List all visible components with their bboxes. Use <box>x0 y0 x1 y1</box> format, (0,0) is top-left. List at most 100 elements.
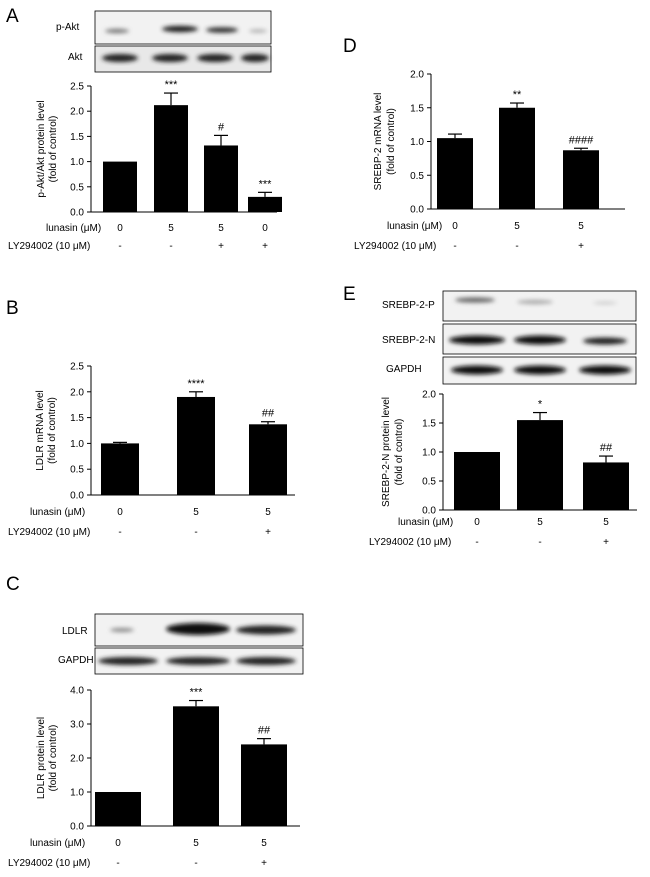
y-tick-label: 1.0 <box>70 788 84 799</box>
blot-label-gapdh-c: GAPDH <box>58 655 94 666</box>
y-tick-label: 2.0 <box>70 107 84 118</box>
blot-bands-gapdh-c <box>98 657 296 665</box>
lunasin-value: 5 <box>168 223 174 234</box>
significance-label: # <box>218 121 225 133</box>
panel-label-a: A <box>6 6 19 27</box>
lunasin-row-label: lunasin (μM) <box>30 838 85 849</box>
ly294002-value: - <box>194 527 197 538</box>
ly294002-row-label: LY294002 (10 μM) <box>8 527 90 538</box>
bar <box>248 196 282 212</box>
blot-panel-c: LDLR GAPDH <box>58 613 304 675</box>
bar <box>437 138 473 209</box>
ly294002-value: - <box>453 241 456 252</box>
lunasin-row-label: lunasin (μM) <box>30 507 85 518</box>
y-tick-label: 1.5 <box>422 419 436 430</box>
blot-bands-srebp-n <box>449 335 627 345</box>
blot-bands-akt <box>102 54 269 62</box>
y-axis-label: SREBP-2-N protein level <box>381 397 392 507</box>
blot-panel-e: SREBP-2-P SREBP-2-N GAPDH <box>382 290 637 385</box>
panel-label-e: E <box>343 284 356 305</box>
significance-label: ## <box>262 408 275 420</box>
ly294002-value: + <box>218 241 224 252</box>
lunasin-value: 5 <box>218 223 224 234</box>
lunasin-value: 0 <box>474 517 480 528</box>
ly294002-row-label: LY294002 (10 μM) <box>354 241 436 252</box>
lunasin-value: 5 <box>603 517 609 528</box>
y-tick-label: 1.0 <box>70 157 84 168</box>
significance-label: *** <box>165 79 179 91</box>
significance-label: **** <box>187 378 205 390</box>
ly294002-value: - <box>194 858 197 869</box>
lunasin-value: 0 <box>117 507 123 518</box>
blot-label-p-akt: p-Akt <box>56 22 80 33</box>
blot-label-ldlr: LDLR <box>62 626 88 637</box>
lunasin-row-label: lunasin (μM) <box>46 223 101 234</box>
y-tick-label: 0.0 <box>70 208 84 219</box>
significance-label: *** <box>259 178 273 190</box>
blot-label-srebp-p: SREBP-2-P <box>382 300 435 311</box>
ly294002-value: + <box>265 527 271 538</box>
bar <box>583 462 629 510</box>
y-tick-label: 4.0 <box>70 686 84 697</box>
y-tick-label: 0.0 <box>70 491 84 502</box>
y-axis-label: p-Akt/Akt protein level <box>36 100 47 197</box>
lunasin-value: 5 <box>265 507 271 518</box>
significance-label: ** <box>513 89 522 101</box>
y-tick-label: 0.5 <box>70 465 84 476</box>
blot-label-akt: Akt <box>68 52 83 63</box>
chart-b: 0.0 0.5 1.0 1.5 2.0 2.5 LDLR mRNA level (fold o… <box>8 362 295 538</box>
significance-label: #### <box>569 134 594 146</box>
ly294002-value: - <box>118 527 121 538</box>
ly294002-value: + <box>262 241 268 252</box>
ly294002-value: - <box>118 241 121 252</box>
y-axis-label-unit: (fold of control) <box>386 108 397 175</box>
y-tick-label: 2.5 <box>70 362 84 373</box>
bar <box>499 107 535 209</box>
blot-strip-srebp-p <box>442 290 637 322</box>
y-tick-label: 1.5 <box>410 103 424 114</box>
lunasin-value: 0 <box>452 221 458 232</box>
lunasin-row-label: lunasin (μM) <box>387 221 442 232</box>
blot-bands-gapdh-e <box>451 365 631 375</box>
panel-label-c: C <box>6 574 20 595</box>
bar <box>101 443 139 495</box>
panel-label-b: B <box>6 298 19 319</box>
y-tick-label: 0.5 <box>422 477 436 488</box>
blot-bands-ldlr <box>110 623 296 635</box>
y-axis-label: SREBP-2 mRNA level <box>373 93 384 191</box>
ly294002-row-label: LY294002 (10 μM) <box>369 537 451 548</box>
lunasin-value: 5 <box>514 221 520 232</box>
lunasin-value: 5 <box>578 221 584 232</box>
y-tick-label: 2.5 <box>70 82 84 93</box>
lunasin-value: 5 <box>193 507 199 518</box>
y-axis-label-unit: (fold of control) <box>48 725 59 792</box>
ly294002-value: - <box>116 858 119 869</box>
lunasin-value: 5 <box>193 838 199 849</box>
significance-label: ## <box>600 442 613 454</box>
ly294002-value: + <box>603 537 609 548</box>
y-axis-label-unit: (fold of control) <box>48 116 59 183</box>
y-tick-label: 2.0 <box>70 754 84 765</box>
y-tick-label: 1.5 <box>70 413 84 424</box>
y-axis-label: LDLR mRNA level <box>35 390 46 471</box>
y-axis-label-unit: (fold of control) <box>394 419 405 486</box>
chart-c: 0.0 1.0 2.0 3.0 4.0 LDLR protein level (fold o… <box>8 686 300 869</box>
bar <box>95 792 141 826</box>
ly294002-value: - <box>475 537 478 548</box>
ly294002-row-label: LY294002 (10 μM) <box>8 858 90 869</box>
blot-bands-p-akt <box>105 25 267 34</box>
y-tick-label: 0.5 <box>410 171 424 182</box>
y-tick-label: 0.0 <box>422 506 436 517</box>
bar <box>103 161 137 212</box>
bar <box>454 452 500 510</box>
lunasin-value: 5 <box>537 517 543 528</box>
ly294002-row-label: LY294002 (10 μM) <box>8 241 90 252</box>
blot-panel-a: p-Akt Akt <box>56 10 272 73</box>
ly294002-value: + <box>578 241 584 252</box>
y-tick-label: 0.0 <box>70 822 84 833</box>
y-tick-label: 1.0 <box>410 137 424 148</box>
ly294002-value: - <box>515 241 518 252</box>
ly294002-value: - <box>538 537 541 548</box>
bar <box>177 396 215 495</box>
